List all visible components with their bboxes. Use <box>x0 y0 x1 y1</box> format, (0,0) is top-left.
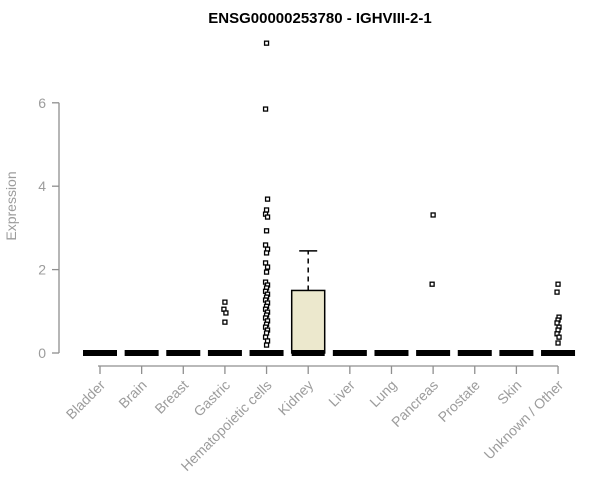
collapsed-box <box>124 350 159 356</box>
outlier-point <box>262 260 269 266</box>
x-tick-label: Breast <box>151 377 191 417</box>
collapsed-box <box>416 350 451 356</box>
chart-title: ENSG00000253780 - IGHVIII-2-1 <box>208 10 431 27</box>
outlier-point <box>555 281 561 287</box>
outlier-point <box>262 242 269 248</box>
outlier-point <box>222 299 228 305</box>
outlier-point <box>263 269 270 275</box>
outlier-point <box>554 320 560 326</box>
outlier-point <box>263 40 270 46</box>
collapsed-box <box>374 350 409 356</box>
x-tick-label: Liver <box>325 377 358 410</box>
x-tick-label: Kidney <box>275 377 317 419</box>
outlier-point <box>555 340 561 346</box>
outlier-point <box>264 338 271 344</box>
collapsed-box <box>207 350 242 356</box>
outlier-point <box>223 310 229 316</box>
y-tick-label: 2 <box>38 262 46 278</box>
x-tick-label: Unknown / Other <box>481 377 567 463</box>
outlier-point <box>430 212 436 218</box>
median-line <box>291 350 325 356</box>
x-tick-label: Bladder <box>63 377 109 423</box>
y-axis-label: Expression <box>3 171 19 240</box>
y-tick-label: 0 <box>38 345 46 361</box>
collapsed-box <box>541 350 576 356</box>
outlier-point <box>263 228 270 234</box>
collapsed-box <box>332 350 367 356</box>
x-tick-label: Skin <box>494 377 525 408</box>
outlier-point <box>262 106 269 112</box>
x-tick-label: Prostate <box>435 377 483 425</box>
y-tick-label: 6 <box>38 95 46 111</box>
collapsed-box <box>166 350 201 356</box>
outlier-point <box>263 330 270 336</box>
outlier-point <box>429 281 435 287</box>
outlier-point <box>264 214 271 220</box>
outlier-point <box>263 342 270 348</box>
collapsed-box <box>249 350 284 356</box>
x-tick-label: Lung <box>366 377 399 410</box>
outlier-point <box>263 250 270 256</box>
y-tick-label: 4 <box>38 178 46 194</box>
box <box>290 289 326 354</box>
outlier-point <box>554 289 560 295</box>
collapsed-box <box>83 350 117 356</box>
outlier-point <box>264 196 271 202</box>
collapsed-box <box>499 350 534 356</box>
outlier-point <box>263 207 270 213</box>
collapsed-box <box>457 350 492 356</box>
outlier-point <box>222 319 228 325</box>
outlier-point <box>264 264 271 270</box>
x-tick-label: Brain <box>115 377 149 411</box>
outlier-point <box>556 334 562 340</box>
